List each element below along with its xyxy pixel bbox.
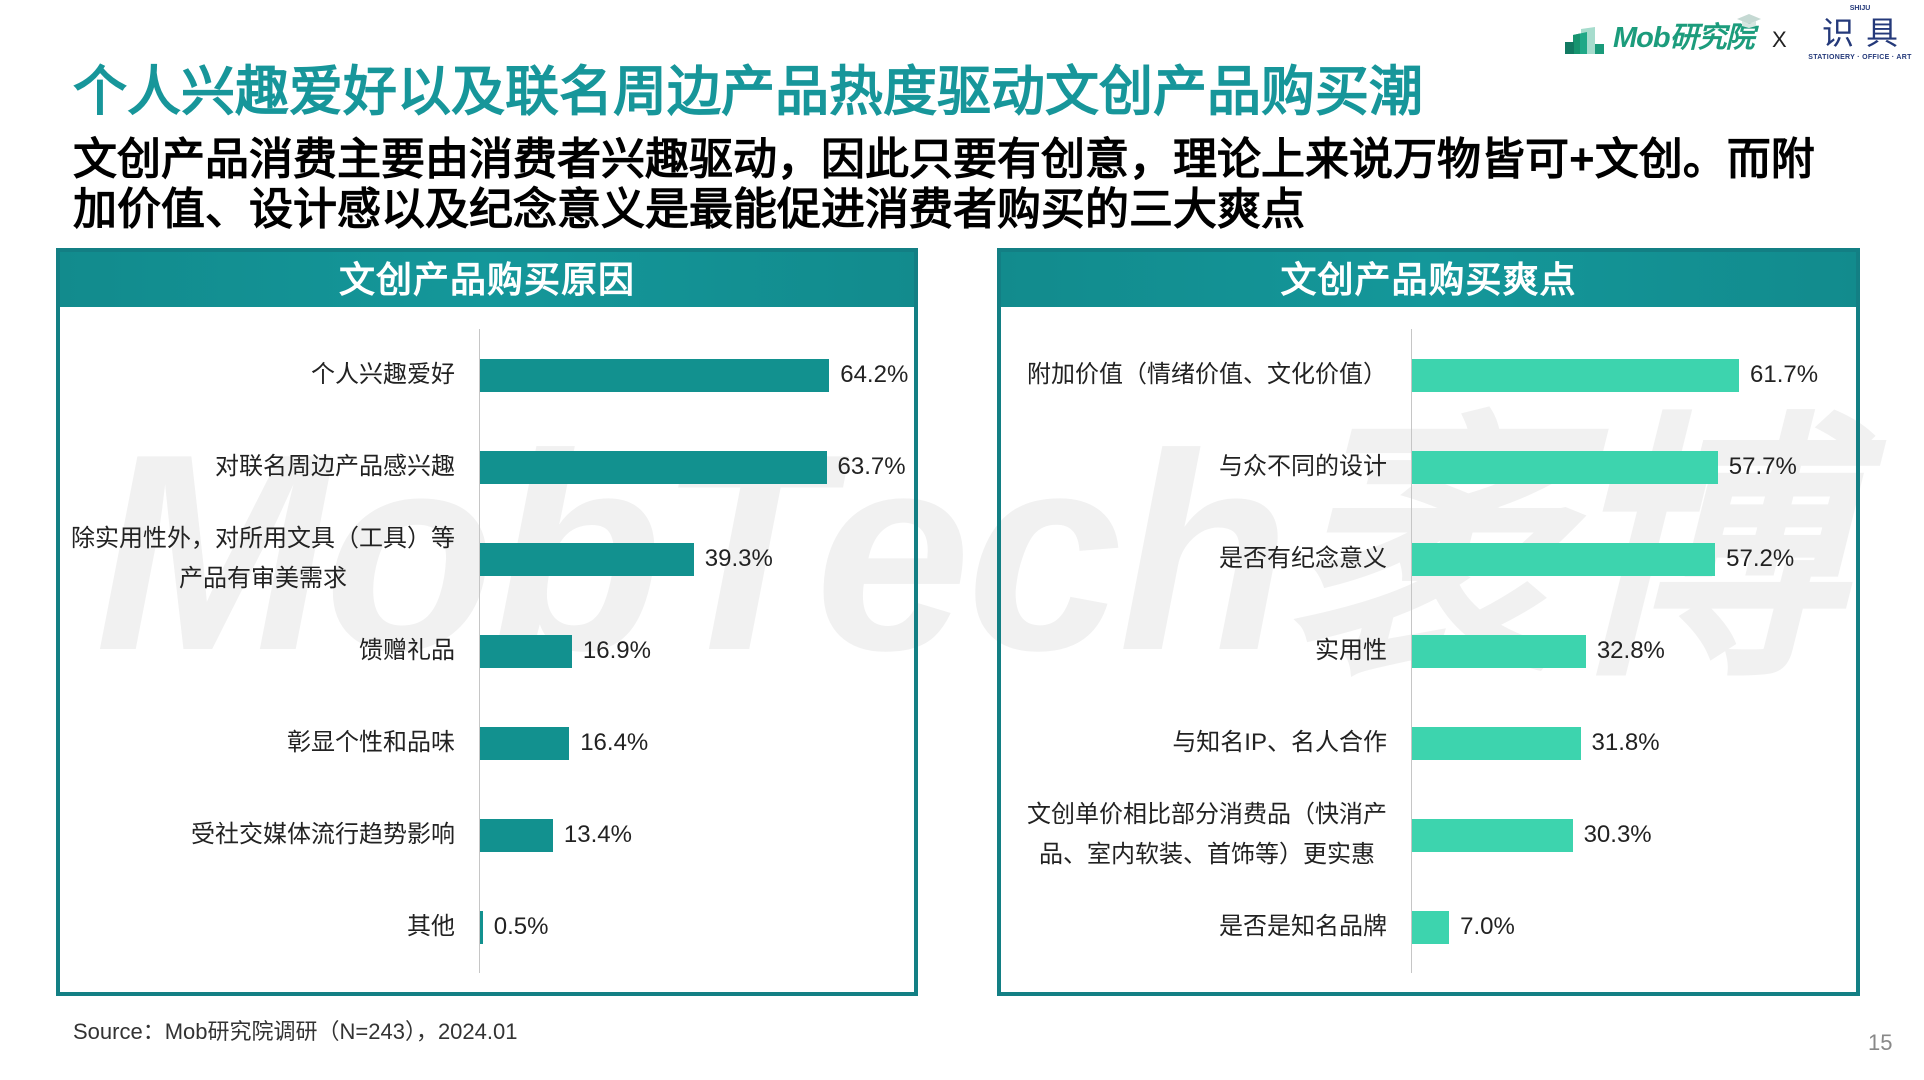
bar-row: 是否是知名品牌 7.0%	[1001, 881, 1856, 973]
value-label: 64.2%	[840, 361, 909, 388]
category-label: 文创单价相比部分消费品（快消产 品、室内软装、首饰等）更实惠	[1001, 795, 1387, 875]
partner-logo: SHIJU 识具 STATIONERY · OFFICE · ART	[1800, 4, 1920, 63]
bar-row: 其他 0.5%	[60, 881, 914, 973]
category-label: 是否是知名品牌	[1001, 907, 1387, 947]
partner-logo-name: 识具	[1821, 15, 1910, 51]
bar-row: 受社交媒体流行趋势影响 13.4%	[60, 789, 914, 881]
category-label-text: 与众不同的设计	[1219, 453, 1387, 480]
value-label: 57.2%	[1726, 545, 1795, 572]
mob-logo: Mob研究院	[1565, 18, 1755, 54]
bar	[480, 910, 483, 944]
value-label: 61.7%	[1750, 361, 1819, 388]
category-label-text: 个人兴趣爱好	[311, 361, 455, 388]
bar-row: 与知名IP、名人合作 31.8%	[1001, 697, 1856, 789]
category-label: 受社交媒体流行趋势影响	[60, 815, 455, 855]
value-label: 30.3%	[1583, 821, 1652, 848]
page-number: 15	[1868, 1030, 1893, 1055]
category-label: 馈赠礼品	[60, 631, 455, 671]
category-label-text: 与知名IP、名人合作	[1172, 729, 1387, 756]
bar	[1412, 542, 1716, 576]
bar	[1412, 818, 1573, 852]
purchase-highlights-panel: 文创产品购买爽点 附加价值（情绪价值、文化价值） 61.7% 与众不同的设计 5…	[997, 248, 1860, 996]
category-label: 是否有纪念意义	[1001, 539, 1387, 579]
value-label: 31.8%	[1591, 729, 1660, 756]
category-label-text: 是否是知名品牌	[1219, 913, 1387, 940]
category-label: 其他	[60, 907, 455, 947]
bar	[480, 726, 570, 760]
partner-logo-tagline: STATIONERY · OFFICE · ART	[1808, 54, 1912, 61]
category-label: 彰显个性和品味	[60, 723, 455, 763]
bar-row: 文创单价相比部分消费品（快消产 品、室内软装、首饰等）更实惠 30.3%	[1001, 789, 1856, 881]
bar	[1412, 910, 1450, 944]
bar	[1412, 450, 1718, 484]
category-label-text: 文创单价相比部分消费品（快消产 品、室内软装、首饰等）更实惠	[1027, 801, 1387, 868]
category-label-text: 除实用性外，对所用文具（工具）等 产品有审美需求	[71, 525, 455, 592]
category-label: 实用性	[1001, 631, 1387, 671]
bar	[480, 450, 827, 484]
category-label-text: 是否有纪念意义	[1219, 545, 1387, 572]
value-label: 16.9%	[582, 637, 651, 664]
source-note: Source：Mob研究院调研（N=243），2024.01	[73, 1019, 518, 1044]
category-label-text: 彰显个性和品味	[287, 729, 455, 756]
value-label: 39.3%	[704, 545, 773, 572]
panel-title: 文创产品购买爽点	[1001, 252, 1856, 307]
graduation-cap-icon	[1737, 14, 1761, 28]
building-bars-icon	[1565, 27, 1604, 54]
bar-row: 个人兴趣爱好 64.2%	[60, 329, 914, 421]
partner-logo-top-text: SHIJU	[1849, 5, 1871, 12]
bar-row: 除实用性外，对所用文具（工具）等 产品有审美需求 39.3%	[60, 513, 914, 605]
bar	[1412, 634, 1586, 668]
value-label: 57.7%	[1728, 453, 1797, 480]
bar-row: 实用性 32.8%	[1001, 605, 1856, 697]
bar	[480, 542, 694, 576]
bar-row: 对联名周边产品感兴趣 63.7%	[60, 421, 914, 513]
bar-chart: 附加价值（情绪价值、文化价值） 61.7% 与众不同的设计 57.7% 是否有纪…	[1001, 329, 1856, 973]
bar	[1412, 726, 1581, 760]
value-label: 32.8%	[1596, 637, 1665, 664]
bar-row: 馈赠礼品 16.9%	[60, 605, 914, 697]
value-label: 16.4%	[580, 729, 649, 756]
category-label-text: 馈赠礼品	[359, 637, 455, 664]
category-label: 与众不同的设计	[1001, 447, 1387, 487]
bar	[480, 818, 553, 852]
page-subtitle: 文创产品消费主要由消费者兴趣驱动，因此只要有创意，理论上来说万物皆可+文创。而附…	[73, 135, 1815, 235]
subtitle-line: 加价值、设计感以及纪念意义是最能促进消费者购买的三大爽点	[73, 185, 1305, 234]
page-title: 个人兴趣爱好以及联名周边产品热度驱动文创产品购买潮	[73, 62, 1423, 122]
bar	[480, 634, 572, 668]
bar	[480, 358, 830, 392]
category-label-text: 受社交媒体流行趋势影响	[191, 821, 455, 848]
panel-title: 文创产品购买原因	[60, 252, 914, 307]
category-label: 附加价值（情绪价值、文化价值）	[1001, 355, 1387, 395]
category-label: 个人兴趣爱好	[60, 355, 455, 395]
category-label-text: 其他	[407, 913, 455, 940]
logo-separator: X	[1772, 27, 1787, 52]
category-label-text: 实用性	[1315, 637, 1387, 664]
bar-chart: 个人兴趣爱好 64.2% 对联名周边产品感兴趣 63.7% 除实用性外，对所用文…	[60, 329, 914, 973]
purchase-reasons-panel: 文创产品购买原因 个人兴趣爱好 64.2% 对联名周边产品感兴趣 63.7% 除…	[56, 248, 918, 996]
value-label: 63.7%	[837, 453, 906, 480]
bar	[1412, 358, 1739, 392]
bar-row: 与众不同的设计 57.7%	[1001, 421, 1856, 513]
value-label: 7.0%	[1460, 913, 1515, 940]
subtitle-line: 文创产品消费主要由消费者兴趣驱动，因此只要有创意，理论上来说万物皆可+文创。而附	[73, 135, 1815, 184]
category-label: 除实用性外，对所用文具（工具）等 产品有审美需求	[60, 519, 455, 599]
bar-row: 附加价值（情绪价值、文化价值） 61.7%	[1001, 329, 1856, 421]
category-label: 对联名周边产品感兴趣	[60, 447, 455, 487]
value-label: 0.5%	[493, 913, 549, 940]
mob-logo-text: Mob研究院	[1613, 22, 1755, 54]
category-axis-line	[479, 329, 480, 973]
category-label: 与知名IP、名人合作	[1001, 723, 1387, 763]
category-axis-line	[1411, 329, 1412, 973]
category-label-text: 对联名周边产品感兴趣	[215, 453, 455, 480]
bar-row: 彰显个性和品味 16.4%	[60, 697, 914, 789]
category-label-text: 附加价值（情绪价值、文化价值）	[1027, 361, 1387, 388]
bar-row: 是否有纪念意义 57.2%	[1001, 513, 1856, 605]
value-label: 13.4%	[563, 821, 632, 848]
